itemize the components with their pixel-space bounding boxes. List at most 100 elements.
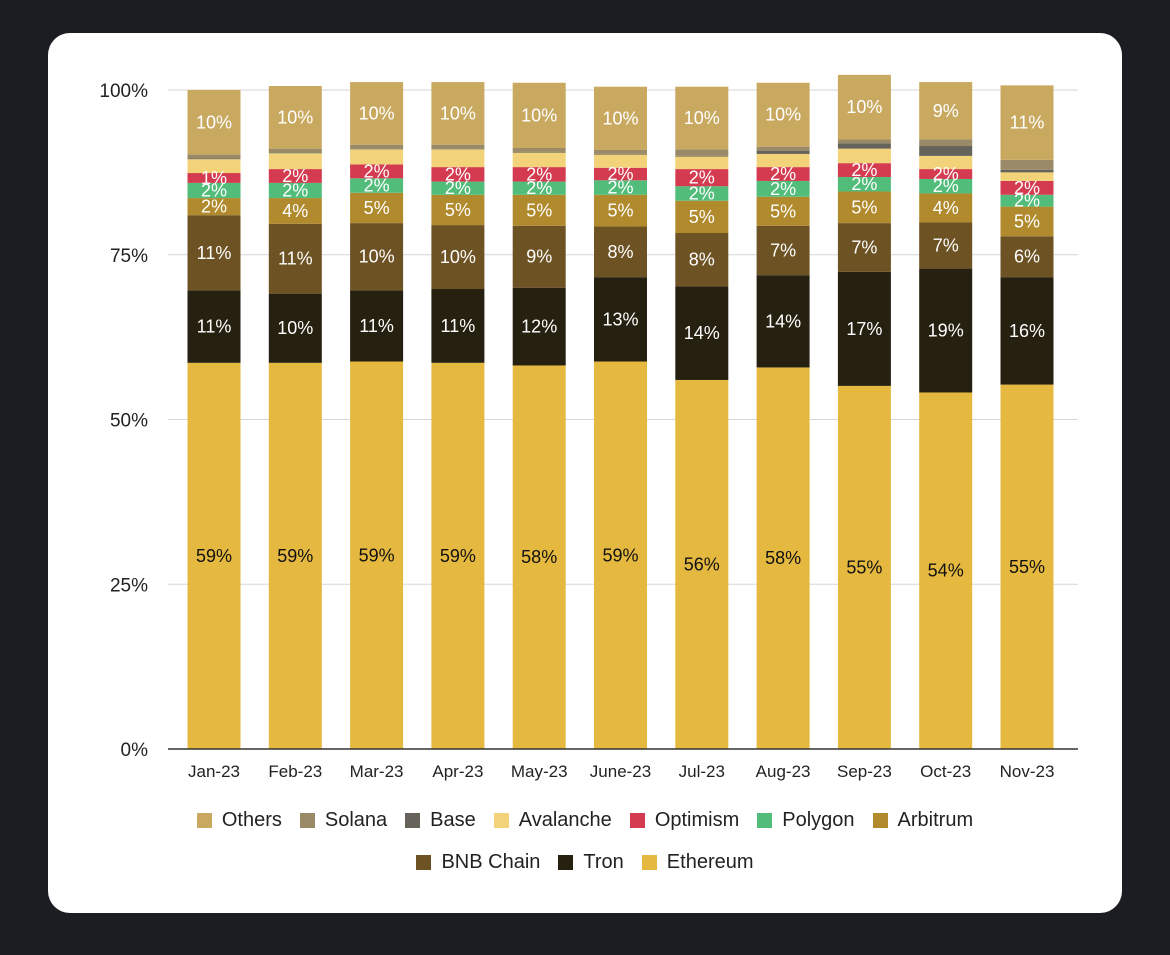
- bar-segment: [756, 82, 810, 147]
- x-tick-label: May-23: [511, 762, 568, 781]
- bar-segment: [756, 167, 810, 181]
- data-label: 59%: [277, 546, 313, 566]
- data-label: 9%: [933, 101, 959, 121]
- legend-item: Avalanche: [493, 809, 612, 831]
- data-label: 59%: [196, 546, 232, 566]
- bar-segment: [1000, 180, 1054, 195]
- axes: 0% 25% 50% 75% 100% Jan-23 Feb-23 Mar-23 Apr-23 M…: [99, 81, 1078, 781]
- bar-segment: [837, 223, 891, 272]
- bar-segment: [919, 222, 973, 269]
- data-label: 7%: [770, 240, 796, 260]
- bar-segment: [350, 192, 404, 224]
- bar-segment: [675, 233, 729, 287]
- bar-segment: [187, 182, 241, 199]
- data-label: 5%: [1014, 211, 1040, 231]
- bar-segment: [512, 194, 566, 226]
- legend-swatch: [405, 812, 421, 828]
- bar-segment: [268, 362, 322, 749]
- data-label: 10%: [277, 318, 313, 338]
- data-label: 10%: [440, 247, 476, 267]
- data-label: 10%: [684, 108, 720, 128]
- bar-segment: [919, 268, 973, 393]
- bar-segment: [512, 287, 566, 366]
- data-label: 13%: [602, 309, 638, 329]
- bar-segment: [594, 149, 647, 154]
- bar-segment: [350, 223, 404, 291]
- bar-segment: [431, 181, 485, 195]
- data-label: 10%: [846, 97, 882, 117]
- bar-segment: [187, 158, 241, 160]
- bar-segment: [594, 180, 647, 195]
- bar-segment: [431, 194, 485, 226]
- bar-segment: [675, 200, 729, 234]
- bar-segment: [268, 86, 322, 149]
- bar-segment: [919, 193, 973, 223]
- data-label: 14%: [765, 311, 801, 331]
- bar-segment: [675, 379, 729, 749]
- bar-segment: [594, 277, 647, 362]
- data-label: 2%: [607, 164, 633, 184]
- bar-segment: [919, 169, 973, 179]
- bar-segment: [187, 215, 241, 291]
- bar-segment: [594, 153, 647, 155]
- bar-segment: [350, 290, 404, 362]
- x-tick-label: June-23: [590, 762, 651, 781]
- bar-segment: [350, 149, 404, 165]
- data-label: 10%: [765, 105, 801, 125]
- x-tick-label: Oct-23: [920, 762, 971, 781]
- bar-segment: [350, 148, 404, 150]
- data-label: 11%: [441, 316, 476, 336]
- bar-segment: [756, 150, 810, 154]
- bar-segment: [350, 361, 404, 749]
- legend-item: BNB Chain: [416, 851, 540, 873]
- data-label: 10%: [196, 112, 232, 132]
- data-label: 8%: [689, 250, 715, 270]
- bar-segment: [431, 149, 485, 168]
- data-label: 10%: [359, 103, 395, 123]
- legend-label: BNB Chain: [441, 851, 541, 873]
- bar-segment: [512, 152, 566, 168]
- bar-segment: [187, 90, 241, 155]
- data-label: 2%: [607, 178, 633, 198]
- bar-segment: [675, 149, 729, 156]
- legend-swatch: [493, 812, 509, 828]
- bar-segment: [431, 362, 485, 749]
- legend-label: Base: [430, 809, 476, 831]
- data-label: 58%: [765, 548, 801, 568]
- bar-segment: [756, 225, 810, 276]
- data-label: 10%: [277, 107, 313, 127]
- bar-segment: [837, 176, 891, 192]
- bar-segment: [919, 139, 973, 147]
- bar-segment: [837, 143, 891, 149]
- y-tick-label: 0%: [121, 740, 149, 761]
- bar-segment: [756, 180, 810, 197]
- bar-segment: [594, 167, 647, 181]
- y-tick-label: 75%: [110, 246, 148, 267]
- data-label: 8%: [607, 242, 633, 262]
- legend-label: Ethereum: [666, 851, 754, 873]
- data-label: 2%: [364, 161, 390, 181]
- bar-segment: [350, 82, 404, 145]
- legend-swatch: [757, 812, 773, 828]
- bar-segment: [350, 164, 404, 179]
- legend-item: Polygon: [757, 809, 855, 831]
- bar-segment: [919, 155, 973, 170]
- data-label: 2%: [364, 176, 390, 196]
- bar-segment: [837, 271, 891, 386]
- data-label: 59%: [602, 545, 638, 565]
- data-label: 56%: [684, 554, 720, 574]
- data-label: 6%: [1014, 247, 1040, 267]
- bars: [187, 74, 1054, 749]
- data-label: 11%: [359, 316, 394, 336]
- data-label: 7%: [933, 236, 959, 256]
- legend-swatch: [416, 854, 432, 870]
- bar-segment: [1000, 194, 1054, 207]
- data-label: 5%: [607, 201, 633, 221]
- bar-segment: [1000, 159, 1054, 170]
- bar-segment: [512, 151, 566, 153]
- data-label: 11%: [197, 317, 232, 337]
- data-label: 59%: [440, 546, 476, 566]
- bar-segment: [512, 225, 566, 288]
- data-label: 2%: [689, 183, 715, 203]
- bar-segment: [1000, 236, 1054, 278]
